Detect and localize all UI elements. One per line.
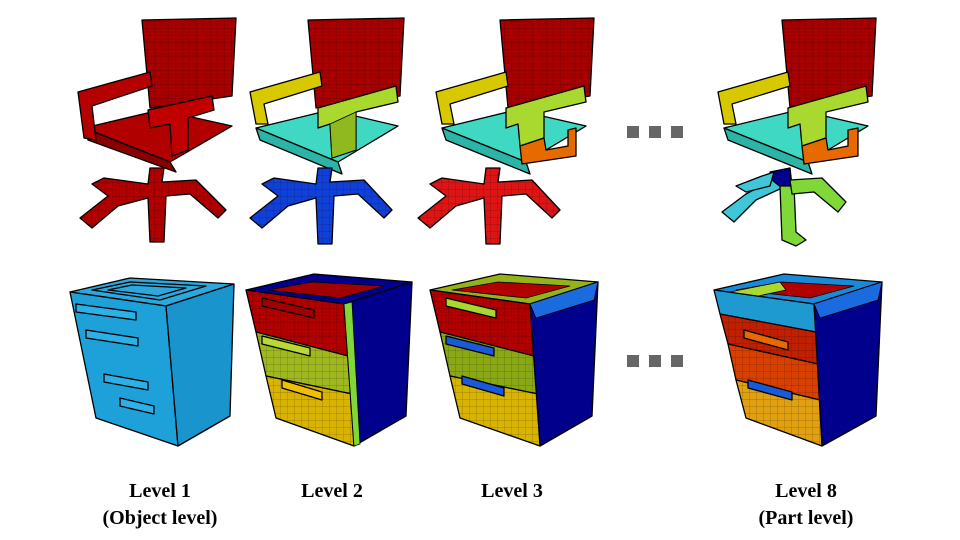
column-label-level-3: Level 3 [427,478,597,505]
column-label-level-8: Level 8 (Part level) [721,478,891,532]
cabinet-handle [743,329,789,351]
chair-level-3 [417,17,595,245]
chair-left-arm [435,71,509,125]
cabinet-handle [747,379,793,401]
cabinet-handle [261,335,311,357]
chair-level-1 [77,17,237,243]
cabinet-level-3 [429,273,599,447]
cabinet-handle [461,375,505,397]
chair-right-arm [147,95,215,157]
level-title: Level 3 [481,480,543,502]
chair-leg-right [789,177,847,213]
cabinet-handle [445,335,495,357]
level-subtitle: (Object level) [102,507,218,529]
ellipsis-icon [627,355,683,367]
cabinet-handle [281,379,323,401]
chair-arm-support [801,127,859,165]
chair-level-2 [249,17,405,245]
chair-left-arm [717,71,791,125]
chair-leg-back [735,171,775,193]
cabinet-handle [85,329,139,347]
chair-leg-front [779,185,807,247]
level-title: Level 1 [129,480,191,502]
level-title: Level 8 [775,480,837,502]
column-label-level-2: Level 2 [247,478,417,505]
cabinet-handle [119,397,155,415]
chair-left-arm [77,71,153,141]
chair-left-arm [249,71,323,125]
cabinet-level-8 [713,273,883,447]
level-title: Level 2 [301,480,363,502]
chair-arm-support [519,127,577,165]
chair-level-8 [717,17,877,247]
cabinet-handle [75,303,137,321]
level-subtitle: (Part level) [758,507,854,529]
cabinet-level-2 [245,273,413,447]
column-label-level-1: Level 1 (Object level) [75,478,245,532]
cabinet-side [165,283,235,447]
cabinet-handle [261,297,315,319]
cabinet-level-1 [69,277,235,447]
ellipsis-icon [627,126,683,138]
cabinet-handle [445,297,497,319]
cabinet-handle [103,373,149,391]
